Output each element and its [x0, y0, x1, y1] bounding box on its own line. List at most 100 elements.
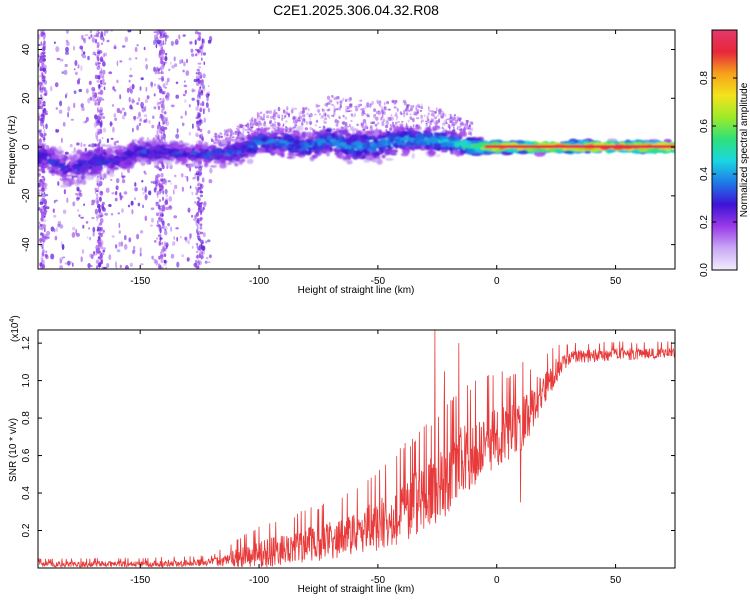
- spectrogram-speck: [374, 123, 378, 127]
- spectrogram-speck: [42, 237, 46, 243]
- spectrogram-speck: [414, 108, 419, 111]
- spectrogram-speck: [191, 191, 194, 196]
- spectrogram-speck: [195, 72, 198, 75]
- spectrogram-speck: [83, 38, 85, 42]
- spectrogram-speck: [208, 261, 211, 264]
- spectrogram-speck: [196, 113, 201, 119]
- spectrogram-speck: [276, 129, 278, 132]
- spectrogram-speck: [191, 97, 195, 101]
- spectrogram-speck: [266, 115, 270, 119]
- spectrogram-speck: [333, 111, 336, 116]
- spectrogram-speck: [203, 117, 206, 123]
- spectrogram-blob: [226, 162, 232, 165]
- spectrogram-speck: [197, 62, 202, 65]
- spectrogram-speck: [399, 123, 402, 127]
- spectrogram-blob: [170, 144, 180, 148]
- spectrogram-speck: [236, 125, 240, 128]
- spectrogram-speck: [415, 105, 418, 109]
- spectrogram-speck: [145, 63, 149, 70]
- spectrogram-blob: [231, 143, 235, 149]
- spectrogram-speck: [63, 189, 66, 195]
- spectrogram-speck: [420, 106, 424, 110]
- spectrogram-speck: [188, 131, 192, 136]
- spectrogram-speck: [78, 189, 82, 193]
- spectrogram-blob: [223, 147, 227, 153]
- svg-text:(x104): (x104): [9, 315, 21, 342]
- spectrogram-speck: [454, 119, 458, 124]
- spectrogram-speck: [90, 203, 95, 206]
- spectrogram-speck: [65, 92, 68, 97]
- spectrogram-speck: [165, 206, 170, 211]
- spectrogram-speck: [86, 236, 89, 239]
- spectrogram-blob: [426, 144, 430, 151]
- spectrogram-speck: [76, 142, 80, 146]
- spectrogram-speck: [314, 113, 317, 116]
- spectrogram-speck: [210, 138, 213, 142]
- spectrogram-speck: [396, 108, 399, 112]
- colorbar-tick-label: 0.0: [699, 263, 710, 277]
- spectrogram-speck: [61, 71, 64, 75]
- spectrogram-speck: [397, 120, 401, 124]
- spectrogram-speck: [223, 129, 227, 133]
- spectrogram-speck: [106, 39, 110, 43]
- spectrogram-speck: [104, 52, 108, 57]
- spectrogram-speck: [166, 77, 170, 83]
- spectrogram-speck: [161, 46, 164, 52]
- spectrogram-speck: [389, 123, 392, 127]
- spectrogram-speck: [277, 122, 281, 126]
- spectrogram-speck: [219, 132, 223, 136]
- spectrogram-speck: [163, 178, 166, 181]
- spectrogram-speck: [319, 117, 322, 120]
- spectrogram-speck: [62, 256, 66, 259]
- spectrogram-speck: [82, 249, 84, 254]
- spectrogram-speck: [200, 255, 203, 260]
- spectrogram-speck: [327, 101, 330, 104]
- spectrogram-speck: [105, 30, 109, 34]
- spectrogram-speck: [273, 109, 277, 112]
- spectrogram-blob: [133, 148, 139, 153]
- spectrogram-speck: [158, 105, 160, 111]
- spectrogram-speck: [426, 115, 429, 120]
- spectrogram-speck: [269, 124, 273, 127]
- spectrogram-speck: [412, 113, 415, 116]
- spectrogram-speck: [188, 104, 191, 108]
- spectrogram-speck: [196, 202, 201, 206]
- spectrogram-blob: [60, 165, 66, 171]
- spectrogram-speck: [156, 129, 159, 136]
- spectrogram-speck: [101, 109, 103, 113]
- spectrogram-speck: [77, 209, 79, 212]
- spectrogram-speck: [139, 230, 144, 234]
- spectrogram-blob: [467, 148, 474, 153]
- spectrogram-speck: [202, 52, 206, 56]
- spectrogram-speck: [150, 224, 153, 227]
- spectrogram-speck: [144, 198, 147, 201]
- spectrogram-speck: [175, 94, 179, 99]
- snr-y-tick-label: 0.2: [21, 523, 32, 537]
- spectrogram-speck: [94, 187, 98, 191]
- spectrogram-speck: [250, 128, 253, 133]
- spectrogram-blob: [431, 146, 438, 150]
- spectrogram-speck: [133, 197, 137, 201]
- spectrogram-speck: [288, 113, 290, 118]
- spectrogram-speck: [200, 90, 204, 96]
- spectrogram-speck: [206, 103, 210, 109]
- spectrogram-speck: [42, 207, 46, 211]
- spectrogram-speck: [83, 37, 87, 44]
- spectrogram-speck: [156, 237, 159, 240]
- spectrogram-blob: [409, 137, 415, 140]
- spectrogram-speck: [170, 104, 175, 108]
- spectrogram-speck: [170, 40, 174, 47]
- spectrogram-speck: [211, 138, 214, 142]
- spectrogram-speck: [69, 144, 73, 148]
- spectrogram-blob: [124, 159, 131, 162]
- spectrogram-speck: [259, 117, 263, 120]
- spectrogram-speck: [110, 137, 114, 140]
- spectrogram-speck: [341, 99, 344, 102]
- spectrogram-speck: [428, 124, 431, 128]
- spectrogram-x-label: Height of straight line (km): [298, 285, 415, 296]
- spectrogram-speck: [382, 111, 386, 115]
- spectrogram-speck: [143, 119, 146, 123]
- spectrogram-speck: [144, 186, 147, 193]
- spectrogram-speck: [435, 120, 438, 124]
- spectrogram-speck: [406, 109, 411, 112]
